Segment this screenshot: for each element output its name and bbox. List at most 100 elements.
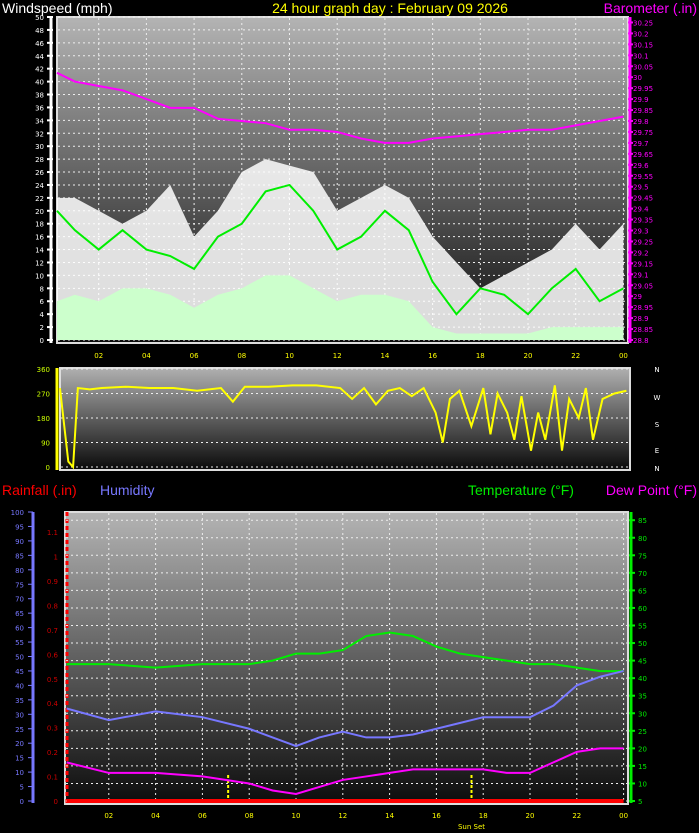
windspeed-tick-label: 14 <box>35 247 44 255</box>
humidity-tick-label: 70 <box>15 596 24 604</box>
direction-tick-label: 270 <box>37 391 50 399</box>
temp-plot-area <box>64 511 629 805</box>
windspeed-tick-label: 16 <box>35 234 44 242</box>
compass-label: N <box>654 465 659 473</box>
temperature-tick-label: 30 <box>638 710 647 718</box>
barometer-tick-label: 29.95 <box>633 85 653 93</box>
gust-area <box>56 159 624 340</box>
temperature-tick-label: 45 <box>638 658 647 666</box>
wind-direction-line <box>58 384 627 470</box>
windspeed-tick-label: 12 <box>35 259 44 267</box>
barometer-tick-label: 28.9 <box>633 315 649 323</box>
windspeed-tick-label: 0 <box>40 337 44 345</box>
temperature-tick-label: 40 <box>638 675 647 683</box>
windspeed-tick-label: 46 <box>35 40 44 48</box>
temperature-tick-label: 5 <box>638 798 642 806</box>
barometer-tick-label: 29.8 <box>633 118 649 126</box>
x-tick-label: 14 <box>385 812 394 820</box>
barometer-tick-label: 29.9 <box>633 96 649 104</box>
compass-label: N <box>654 366 659 374</box>
windspeed-tick-label: 34 <box>35 117 44 125</box>
barometer-tick-label: 29.2 <box>633 249 649 257</box>
windspeed-tick-label: 50 <box>35 14 44 22</box>
rainfall-tick-label: 0.1 <box>47 774 58 782</box>
x-tick-label: 00 <box>619 352 628 360</box>
barometer-tick-label: 29.65 <box>633 151 653 159</box>
x-tick-label: 00 <box>619 812 628 820</box>
temperature-tick-label: 20 <box>638 745 647 753</box>
x-tick-label: 14 <box>380 352 389 360</box>
dew_point-line <box>66 747 624 796</box>
x-tick-label: 04 <box>142 352 151 360</box>
rainfall-tick-label: 0.6 <box>47 651 59 659</box>
humidity-tick-label: 100 <box>11 509 24 517</box>
windspeed-tick-label: 24 <box>35 182 44 190</box>
barometer-tick-label: 29.7 <box>633 140 649 148</box>
direction-plot-area <box>59 367 631 471</box>
wind-area <box>56 275 624 340</box>
humidity-tick-label: 45 <box>15 668 24 676</box>
temperature-tick-label: 15 <box>638 763 647 771</box>
humidity-tick-label: 30 <box>15 711 24 719</box>
windspeed-tick-label: 48 <box>35 27 44 35</box>
humidity-tick-label: 60 <box>15 625 24 633</box>
windspeed-tick-label: 44 <box>35 53 44 61</box>
humidity-tick-label: 0 <box>20 798 24 806</box>
humidity-tick-label: 15 <box>15 755 24 763</box>
rainfall-tick-label: 0.7 <box>47 627 58 635</box>
barometer-tick-label: 29.25 <box>633 238 653 246</box>
x-tick-label: 02 <box>94 352 103 360</box>
rainfall-tick-label: 0.5 <box>47 676 58 684</box>
x-tick-label: 08 <box>237 352 246 360</box>
barometer-tick-label: 30.25 <box>633 19 653 27</box>
barometer-tick-label: 29.45 <box>633 195 653 203</box>
windspeed-tick-label: 32 <box>35 130 44 138</box>
x-tick-label: 12 <box>333 352 342 360</box>
windspeed-tick-label: 38 <box>35 92 44 100</box>
x-tick-label: 12 <box>338 812 347 820</box>
x-tick-label: 02 <box>104 812 113 820</box>
barometer-tick-label: 29 <box>633 293 642 301</box>
barometer-tick-label: 29.4 <box>633 206 649 214</box>
rainfall-axis-title: Rainfall (.in) <box>2 482 77 498</box>
humidity-axis-title: Humidity <box>100 482 154 498</box>
windspeed-tick-label: 8 <box>40 285 44 293</box>
rainfall-tick-label: 0.8 <box>47 602 58 610</box>
temperature-tick-label: 65 <box>638 587 647 595</box>
humidity-tick-label: 40 <box>15 682 24 690</box>
humidity-tick-label: 55 <box>15 639 24 647</box>
temperature-tick-label: 55 <box>638 623 647 631</box>
temperature-tick-label: 60 <box>638 605 647 613</box>
windspeed-axis-title: Windspeed (mph) <box>2 0 113 16</box>
windspeed-tick-label: 26 <box>35 169 44 177</box>
x-tick-label: 08 <box>245 812 254 820</box>
barometer-tick-label: 29.5 <box>633 184 649 192</box>
barometer-tick-label: 30.1 <box>633 52 649 60</box>
chart-title: 24 hour graph day : February 09 2026 <box>272 0 508 16</box>
temperature-tick-label: 35 <box>638 693 647 701</box>
compass-label: W <box>654 394 661 402</box>
direction-tick-label: 180 <box>37 415 50 423</box>
rainfall-tick-label: 1.1 <box>47 529 58 537</box>
windspeed-tick-label: 18 <box>35 221 44 229</box>
rainfall-tick-label: 0.9 <box>47 578 58 586</box>
barometer-line <box>56 71 624 144</box>
windspeed-tick-label: 28 <box>35 156 44 164</box>
temperature-tick-label: 75 <box>638 552 647 560</box>
barometer-tick-label: 30.05 <box>633 63 653 71</box>
x-tick-label: 16 <box>428 352 437 360</box>
x-tick-label: 18 <box>479 812 488 820</box>
windspeed-tick-label: 20 <box>35 208 44 216</box>
dewpoint-axis-title: Dew Point (°F) <box>606 482 697 498</box>
barometer-tick-label: 29.75 <box>633 129 653 137</box>
windspeed-tick-label: 30 <box>35 143 44 151</box>
temperature-tick-label: 10 <box>638 780 647 788</box>
barometer-tick-label: 29.15 <box>633 260 653 268</box>
compass-label: S <box>655 421 660 429</box>
x-tick-label: 22 <box>571 352 580 360</box>
compass-label: E <box>655 447 659 455</box>
direction-tick-label: 90 <box>41 440 50 448</box>
barometer-tick-label: 29.05 <box>633 282 653 290</box>
barometer-tick-label: 29.85 <box>633 107 653 115</box>
